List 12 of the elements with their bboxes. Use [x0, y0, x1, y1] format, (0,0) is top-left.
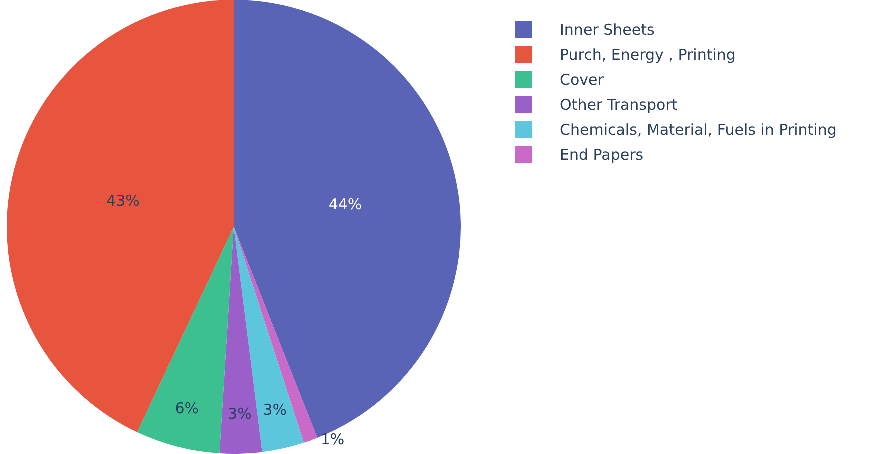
- data-label: 43%: [106, 192, 140, 210]
- data-label: 3%: [228, 405, 252, 424]
- data-label: 44%: [328, 196, 362, 214]
- data-label: 3%: [263, 400, 287, 419]
- legend-label: Other Transport: [560, 96, 678, 114]
- data-label: 1%: [320, 430, 345, 448]
- legend-label: Inner Sheets: [560, 20, 655, 38]
- legend-label: End Papers: [560, 146, 644, 164]
- data-label: 6%: [175, 399, 200, 418]
- legend-label: Purch, Energy , Printing: [560, 46, 736, 64]
- legend-label: Chemicals, Material, Fuels in Printing: [560, 120, 837, 138]
- legend-label: Cover: [560, 70, 604, 88]
